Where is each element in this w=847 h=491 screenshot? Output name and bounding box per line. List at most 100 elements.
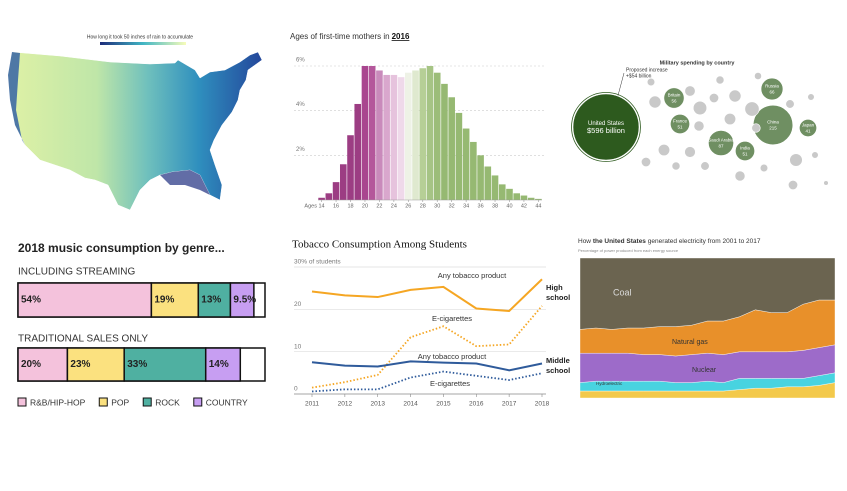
bubble: [708, 130, 734, 156]
bubble: [670, 114, 690, 134]
bubble: [657, 143, 671, 157]
bar-segment: [17, 347, 69, 382]
x-tick-label: 26: [405, 203, 411, 209]
bubble: [754, 72, 762, 80]
bar-value-label: 14%: [209, 359, 229, 370]
group-label: High school: [546, 283, 571, 302]
bar-segment: [17, 282, 153, 318]
bar-segment: [197, 282, 232, 318]
group-label: Middle school: [546, 356, 571, 375]
bar: [527, 197, 535, 200]
chart-title: Tobacco Consumption Among Students: [292, 239, 467, 251]
bubble: [785, 99, 795, 109]
x-tick-label: 2014: [403, 401, 418, 408]
x-tick-label: 30: [434, 203, 440, 209]
legend-swatch: [193, 397, 203, 407]
bubble: [663, 87, 685, 109]
map-title: How long it took 50 inches of rain to ac…: [87, 34, 193, 40]
x-tick-label: 22: [376, 203, 382, 209]
bar: [339, 164, 347, 200]
bar: [397, 77, 405, 200]
category-label: TRADITIONAL SALES ONLY: [18, 334, 148, 345]
bar: [354, 103, 362, 200]
series-label: Any tobacco product: [418, 352, 487, 361]
x-tick-label: 16: [333, 203, 339, 209]
bubble: [693, 120, 705, 132]
bar: [419, 68, 427, 200]
bar-segment: [229, 282, 255, 318]
map-gulf: [160, 170, 210, 195]
chart-title: Ages of first-time mothers in: [290, 32, 390, 41]
bar: [470, 141, 477, 200]
bubble-label: India: [740, 145, 750, 150]
bubble-label: United States: [588, 121, 624, 127]
bubble: [715, 75, 725, 85]
bar: [390, 74, 398, 200]
line-series: [311, 278, 543, 313]
x-tick-label: 2011: [305, 401, 319, 408]
bubble: [671, 161, 681, 171]
area-series: [579, 257, 836, 330]
bubble: [709, 93, 719, 103]
bar: [405, 72, 412, 200]
x-tick-label: 2015: [436, 401, 451, 408]
x-tick-label: 34: [463, 203, 469, 209]
x-tick-label: 18: [347, 203, 353, 209]
bubble: [572, 93, 640, 161]
x-tick-label: 2013: [370, 401, 385, 408]
bar-value-label: 33%: [127, 359, 147, 370]
chart-title-part: the United States: [592, 238, 646, 245]
legend-swatch: [142, 397, 152, 407]
x-tick-label: 2012: [338, 401, 353, 408]
bubble-value: $596 billion: [587, 126, 625, 135]
area-label: Nuclear: [692, 367, 717, 374]
area-label: Natural gas: [672, 339, 708, 346]
legend-swatch: [17, 397, 27, 407]
bubble: [728, 89, 742, 103]
bar: [498, 184, 506, 200]
bar-value-label: 23%: [70, 359, 90, 370]
bubble-value: 51: [677, 124, 683, 129]
bubble-label: Britain: [668, 92, 681, 97]
bar-value-label: 9.5%: [233, 295, 256, 306]
x-tick-label: 38: [492, 203, 498, 209]
line-series: [311, 360, 543, 372]
x-tick-label: 2016: [469, 401, 484, 408]
bar: [376, 70, 383, 200]
bubble-value: 66: [769, 89, 775, 94]
bar-segment: [204, 347, 242, 382]
bar: [462, 128, 470, 200]
bar-value-label: 20%: [21, 359, 41, 370]
annotation: Proposed increase: [626, 67, 668, 73]
bubble: [760, 77, 784, 101]
bar: [361, 66, 369, 200]
x-tick-label: 2017: [502, 401, 517, 408]
y-tick-label: 6%: [296, 58, 305, 64]
proposed-increase-ring: [571, 92, 641, 162]
bar: [332, 182, 340, 200]
bubble: [684, 85, 696, 97]
us-map: [7, 51, 263, 211]
bubble: [648, 95, 662, 109]
y-tick-label: 20: [294, 301, 302, 308]
bar-value-label: 19%: [154, 295, 174, 306]
map-legend-bar: [100, 42, 186, 45]
chart-title-part: generated electricity from 2001 to 2017: [647, 238, 761, 245]
y-tick-label: 2%: [296, 147, 305, 153]
bubble: [744, 101, 760, 117]
x-tick-label: 40: [506, 203, 512, 209]
y-tick-label: 4%: [296, 102, 305, 108]
bar: [368, 66, 376, 200]
bubble: [751, 123, 761, 133]
category-label: INCLUDING STREAMING: [18, 267, 135, 278]
bar: [520, 195, 528, 200]
bar-segment: [66, 347, 125, 382]
bubble-label: Japan: [802, 122, 815, 127]
bubble-value: 87: [718, 143, 724, 148]
bar: [441, 83, 448, 200]
bubble-label: Russia: [765, 83, 779, 88]
chart-title-year: 2016: [392, 32, 410, 41]
bar-value-label: 13%: [201, 295, 221, 306]
bar: [506, 188, 513, 200]
